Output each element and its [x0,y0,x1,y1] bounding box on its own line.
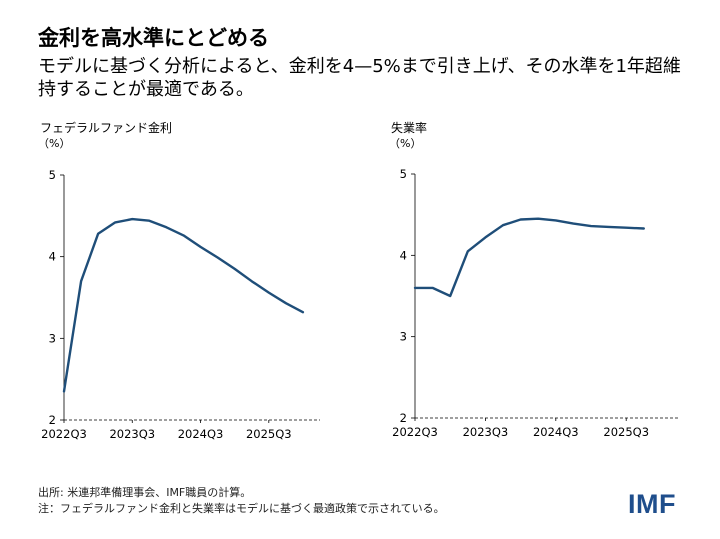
chart-unit-unemployment: （%） [389,137,422,150]
chart-title-unemployment: 失業率 [391,121,428,135]
y-tick-label: 2 [49,413,56,427]
unemployment-chart: 2 3 4 5 2022Q3 2023Q3 2024Q3 2025Q3 [392,167,679,439]
imf-logo: IMF [628,489,676,519]
source-note: 出所: 米連邦準備理事会、IMF職員の計算。 [38,486,252,499]
page-title: 金利を高水準にとどめる [38,26,269,50]
y-tick-label: 5 [400,167,407,181]
footnote: 注：フェデラルファンド金利と失業率はモデルに基づく最適政策で示されている。 [38,502,445,515]
chart-unit-fed-funds: （%） [38,137,71,150]
x-tick-label: 2022Q3 [41,427,87,441]
y-tick-label: 4 [400,248,407,262]
y-tick-label: 4 [49,250,56,264]
chart-title-fed-funds: フェデラルファンド金利 [40,121,173,135]
page-subtitle: モデルに基づく分析によると、金利を4—5%まで引き上げ、その水準を1年超維持する… [38,56,681,100]
series-line [62,217,305,393]
x-tick-label: 2025Q3 [603,425,649,439]
series-line [413,217,645,298]
y-tick-label: 3 [49,331,56,345]
y-tick-label: 5 [49,168,56,182]
fed-funds-chart: 2 3 4 5 2022Q3 2023Q3 2024Q3 2025Q3 [41,168,320,441]
y-tick-label: 3 [400,330,407,344]
y-tick-label: 2 [400,411,407,425]
x-tick-label: 2022Q3 [392,425,438,439]
x-tick-label: 2024Q3 [178,427,224,441]
x-tick-label: 2023Q3 [109,427,155,441]
x-tick-label: 2025Q3 [246,427,292,441]
x-tick-label: 2023Q3 [463,425,509,439]
x-tick-label: 2024Q3 [533,425,579,439]
